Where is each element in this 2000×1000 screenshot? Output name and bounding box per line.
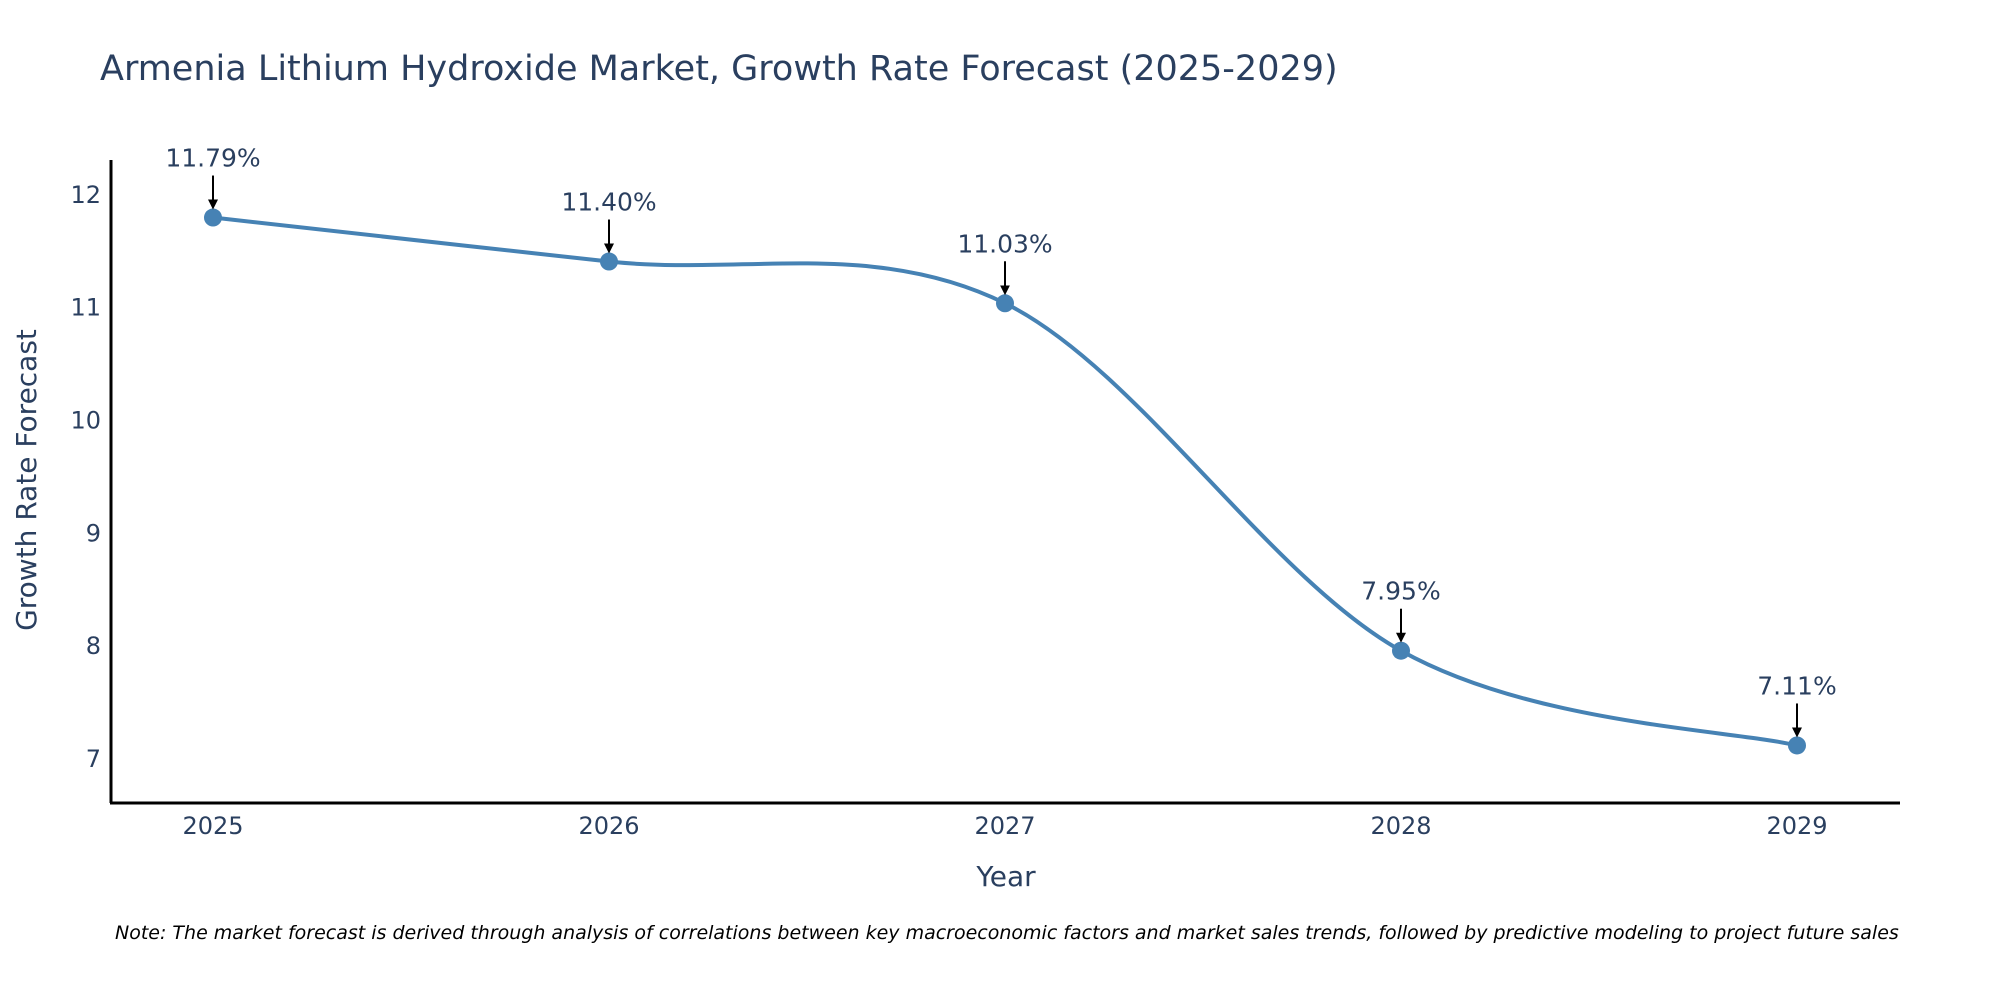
data-annotations: 11.79% 11.40% 11.03% 7.95% 7.11% <box>165 144 1837 738</box>
data-point-marker <box>1392 641 1410 660</box>
data-label: 11.40% <box>561 188 656 217</box>
y-tick-label: 12 <box>70 181 101 209</box>
data-point-marker <box>204 208 222 227</box>
series-line <box>211 215 1799 748</box>
x-tick-labels: 2025 2026 2027 2028 2029 <box>182 812 1827 840</box>
chart-title: Armenia Lithium Hydroxide Market, Growth… <box>100 49 1338 89</box>
y-tick-labels: 7 8 9 10 11 12 <box>70 181 101 773</box>
data-markers <box>204 208 1806 755</box>
data-label: 7.95% <box>1361 577 1440 606</box>
x-axis-title: Year <box>975 860 1036 893</box>
y-tick-label: 9 <box>86 519 101 547</box>
data-point-marker <box>996 294 1014 313</box>
data-label: 11.03% <box>957 229 1052 258</box>
y-tick-label: 11 <box>70 294 101 322</box>
data-label: 7.11% <box>1757 671 1836 700</box>
y-tick-label: 8 <box>86 632 101 660</box>
y-tick-label: 10 <box>70 406 101 434</box>
y-axis: 7 8 9 10 11 12 Growth Rate Forecast <box>10 160 113 803</box>
data-point-marker <box>1788 736 1806 755</box>
x-tick-label: 2028 <box>1370 812 1431 840</box>
y-tick-label: 7 <box>86 745 101 773</box>
data-label: 11.79% <box>165 144 260 173</box>
x-tick-label: 2029 <box>1766 812 1827 840</box>
x-axis: 2025 2026 2027 2028 2029 Year <box>110 801 1900 893</box>
x-tick-label: 2025 <box>182 812 243 840</box>
chart-note: Note: The market forecast is derived thr… <box>115 922 1899 944</box>
data-point-marker <box>600 252 618 271</box>
x-tick-label: 2027 <box>974 812 1035 840</box>
x-tick-label: 2026 <box>578 812 639 840</box>
y-axis-title: Growth Rate Forecast <box>10 329 43 631</box>
